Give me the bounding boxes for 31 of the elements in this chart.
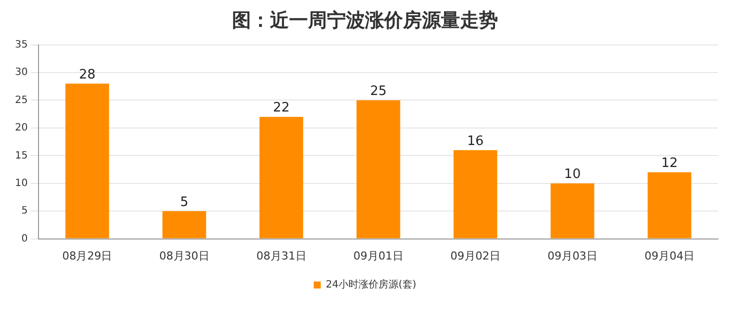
- x-tick-label: 08月31日: [256, 249, 306, 262]
- x-tick-label: 08月30日: [159, 249, 210, 262]
- bar: [648, 172, 692, 238]
- y-tick-label: 20: [14, 122, 28, 134]
- bar: [356, 100, 400, 238]
- data-label: 12: [661, 156, 678, 172]
- y-tick-label: 30: [14, 67, 28, 78]
- y-tick-label: 0: [21, 233, 28, 244]
- data-label: 5: [180, 194, 188, 210]
- bar: [454, 150, 498, 238]
- legend-label: 24小时涨价房源(套): [326, 278, 416, 291]
- data-label: 25: [370, 84, 387, 100]
- y-tick-label: 10: [14, 178, 28, 189]
- data-label: 22: [273, 100, 290, 116]
- bar: [259, 116, 304, 238]
- data-label: 10: [564, 167, 581, 182]
- data-label: 28: [78, 67, 96, 82]
- y-tick-label: 25: [14, 94, 28, 106]
- y-tick-label: 35: [14, 39, 28, 50]
- x-tick-label: 09月01日: [353, 249, 404, 262]
- chart-title: 图：近一周宁波涨价房源量走势: [232, 9, 498, 32]
- bar: [550, 183, 594, 238]
- x-tick-label: 09月03日: [547, 249, 598, 262]
- y-tick-label: 15: [14, 150, 28, 162]
- data-label: 16: [467, 134, 484, 149]
- x-tick-label: 09月04日: [644, 249, 694, 262]
- bar: [162, 211, 206, 238]
- bar: [65, 84, 110, 238]
- x-tick-label: 08月29日: [62, 249, 112, 262]
- x-tick-label: 09月02日: [450, 249, 500, 262]
- y-tick-label: 5: [21, 206, 28, 217]
